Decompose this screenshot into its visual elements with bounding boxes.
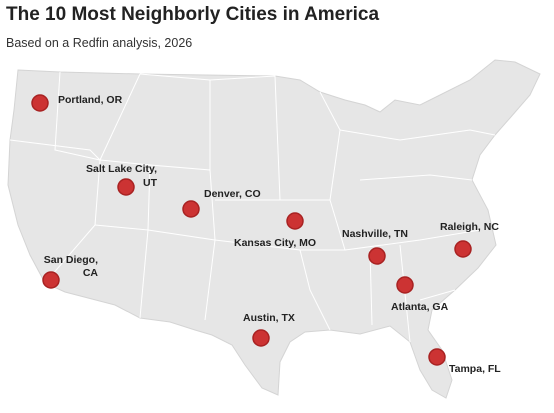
city-label: Austin, TX xyxy=(243,312,295,324)
title: The 10 Most Neighborly Cities in America xyxy=(6,4,380,25)
city-label: Portland, OR xyxy=(58,94,123,106)
city-label: Atlanta, GA xyxy=(391,301,449,313)
city-label: CA xyxy=(83,267,99,279)
city-label: San Diego, xyxy=(44,254,98,266)
city-label: Kansas City, MO xyxy=(234,237,316,249)
city-dot xyxy=(42,271,60,289)
city-label: Salt Lake City, xyxy=(86,163,157,175)
state-borders xyxy=(9,71,496,343)
city-dot xyxy=(428,348,446,366)
city-dot xyxy=(396,276,414,294)
city-dot xyxy=(117,178,135,196)
city-label: Tampa, FL xyxy=(449,363,501,375)
city-dot xyxy=(286,212,304,230)
city-dot xyxy=(252,329,270,347)
city-markers: Portland, OR Salt Lake City, UT Denver, … xyxy=(31,94,501,375)
city-label: Denver, CO xyxy=(204,188,261,200)
city-label: Raleigh, NC xyxy=(440,221,499,233)
city-dot xyxy=(454,240,472,258)
subtitle: Based on a Redfin analysis, 2026 xyxy=(6,36,193,50)
city-label: UT xyxy=(143,177,158,189)
city-dot xyxy=(182,200,200,218)
city-label: Nashville, TN xyxy=(342,228,408,240)
city-dot xyxy=(368,247,386,265)
city-dot xyxy=(31,94,49,112)
